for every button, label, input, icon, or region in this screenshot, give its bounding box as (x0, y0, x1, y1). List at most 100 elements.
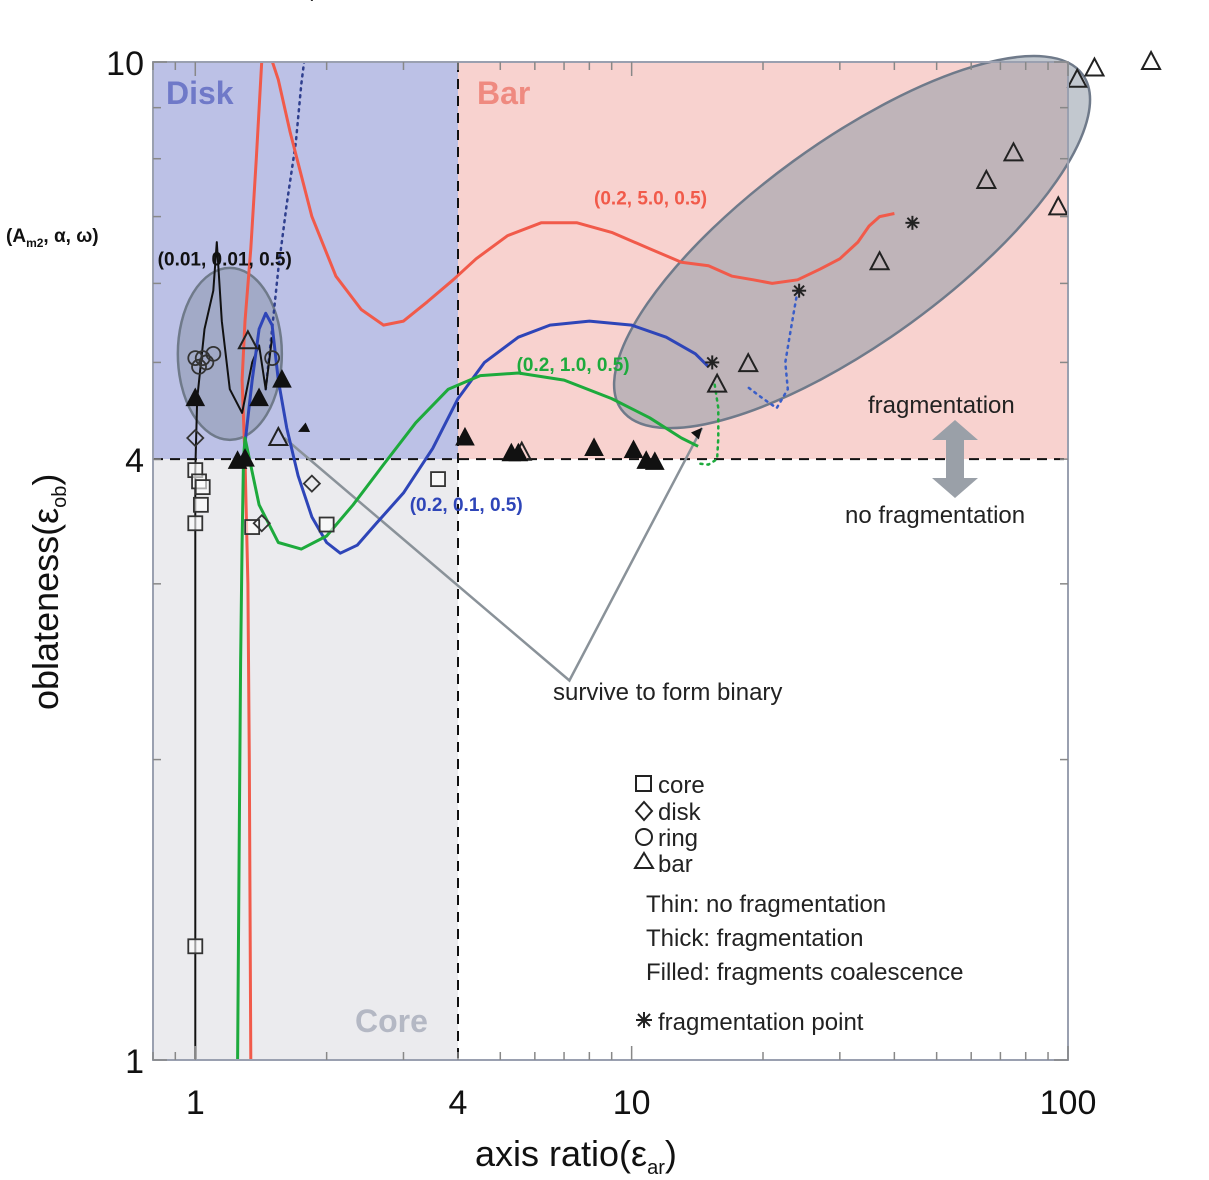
fragmentation-marker-stroke (706, 356, 718, 369)
filled-marker-5 (455, 426, 475, 446)
threshold-lines (153, 62, 1068, 1060)
annotation-fragmentation: fragmentation (868, 392, 1015, 419)
filled-marker-9 (623, 439, 644, 459)
dotted-line-1 (746, 289, 799, 410)
region-label-bar: Bar (477, 75, 530, 111)
bar-marker-4 (706, 372, 728, 393)
series-lines (194, 62, 895, 1060)
tick-labels: 1 4 10 100 1 4 10 (106, 45, 1096, 1122)
y-axis-label-main: oblateness(ε (25, 508, 66, 710)
legend-disk-diamond-icon (634, 800, 654, 822)
y-tick-label: 1 (125, 1043, 144, 1081)
core-marker-6 (244, 519, 261, 535)
legend-core: core (658, 772, 705, 799)
region-core (153, 459, 458, 1060)
legend-disk: disk (658, 799, 702, 826)
marker-group (185, 0, 1162, 955)
legend-ring: ring (658, 825, 698, 852)
core-marker-8 (430, 471, 446, 488)
core-marker-5 (187, 938, 204, 955)
fragmentation-marker-2 (792, 283, 807, 298)
series-line-2 (243, 311, 710, 555)
core-marker-4 (187, 515, 204, 532)
legend-filled: Filled: fragments coalescence (646, 959, 963, 986)
plot-frame (152, 61, 1069, 1061)
filled-marker-1 (249, 387, 269, 407)
markers (185, 0, 1162, 955)
series-label-2: (0.2, 0.1, 0.5) (410, 495, 523, 516)
y-axis-label: oblateness(εob) (25, 474, 71, 710)
bar-marker-11 (1083, 56, 1106, 77)
parameter-header-rest: , α, ω) (43, 226, 98, 247)
axis-ticks (152, 61, 1069, 1061)
series-line-3 (236, 371, 699, 1060)
x-axis-label: axis ratio(εar) (475, 1133, 677, 1179)
core-marker-7 (318, 516, 335, 533)
dotted-line-2 (696, 383, 720, 466)
fragmentation-marker-0 (310, 0, 313, 1)
legend-thin: Thin: no fragmentation (646, 891, 886, 918)
ring-marker-2 (194, 350, 211, 367)
series-label-3: (0.2, 1.0, 0.5) (517, 355, 630, 376)
disk-marker-0 (186, 428, 205, 448)
disk-marker-1 (252, 513, 272, 533)
y-tick-label: 4 (125, 442, 144, 480)
bar-marker-1 (237, 329, 259, 350)
ring-marker-5 (264, 350, 281, 367)
x-axis-label-close: ) (665, 1133, 677, 1174)
annotation-no-fragmentation: no fragmentation (845, 502, 1025, 529)
ring-marker-0 (187, 350, 204, 367)
series-label-0: (0.2, 5.0, 0.5) (594, 188, 707, 209)
parameter-header-sub: m2 (26, 236, 44, 250)
legend-bar: bar (658, 851, 693, 878)
legend-core-square-icon (635, 775, 652, 792)
arrowhead-0 (298, 422, 311, 432)
x-axis-label-main: axis ratio(ε (475, 1133, 647, 1174)
legend-fragmentation-asterisk-icon (636, 1012, 652, 1028)
y-axis-label-close: ) (25, 474, 66, 486)
filled-marker-7 (508, 442, 529, 462)
region-label-disk: Disk (166, 75, 234, 111)
bar-marker-0 (267, 425, 290, 446)
x-axis-label-sub: ar (647, 1157, 665, 1179)
bar-marker-8 (1047, 195, 1069, 216)
x-tick-label: 100 (1040, 1084, 1097, 1122)
bar-marker-10 (1140, 49, 1162, 70)
ring-marker-4 (205, 345, 222, 362)
annotation-survive: survive to form binary (553, 679, 782, 706)
arrowhead-1 (691, 427, 703, 440)
series-clip-group (194, 62, 895, 1060)
legend-ring-circle-icon (635, 828, 653, 846)
bar-marker-6 (975, 168, 998, 189)
filled-marker-0 (185, 387, 206, 407)
filled-marker-11 (644, 451, 665, 470)
bar-marker-5 (868, 250, 891, 271)
series-label-1: (0.01, 0.01, 0.5) (158, 250, 292, 271)
bar-marker-9 (1066, 67, 1088, 88)
fragmentation-marker-1 (705, 355, 720, 370)
filled-marker-2 (272, 369, 292, 388)
x-tick-label: 1 (186, 1084, 205, 1122)
core-marker-3 (192, 496, 209, 513)
filled-marker-8 (584, 437, 604, 456)
legend-frag-point: fragmentation point (658, 1009, 864, 1036)
bar-marker-7 (1002, 141, 1025, 162)
legend-bar-triangle-icon (633, 851, 655, 869)
fragmentation-ellipse (612, 54, 1092, 430)
parameter-header-open: (A (6, 226, 26, 247)
x-tick-label: 4 (449, 1084, 468, 1122)
y-tick-label: 10 (106, 45, 144, 83)
x-tick-label: 10 (613, 1084, 651, 1122)
region-label-core: Core (355, 1003, 428, 1039)
fragmentation-marker-stroke (906, 217, 919, 229)
bar-marker-3 (737, 352, 759, 373)
legend-thick: Thick: fragmentation (646, 925, 863, 952)
fragmentation-double-arrow-icon (932, 420, 978, 498)
dotted-line-0 (264, 62, 306, 391)
y-axis-label-sub: ob (49, 486, 71, 508)
filled-marker-4 (227, 450, 248, 469)
series-labels: (0.2, 5.0, 0.5) (0.01, 0.01, 0.5) (0.2, 0.… (158, 188, 707, 515)
series-line-0 (240, 62, 895, 1060)
parameter-header: (Am2, α, ω) (6, 226, 99, 250)
